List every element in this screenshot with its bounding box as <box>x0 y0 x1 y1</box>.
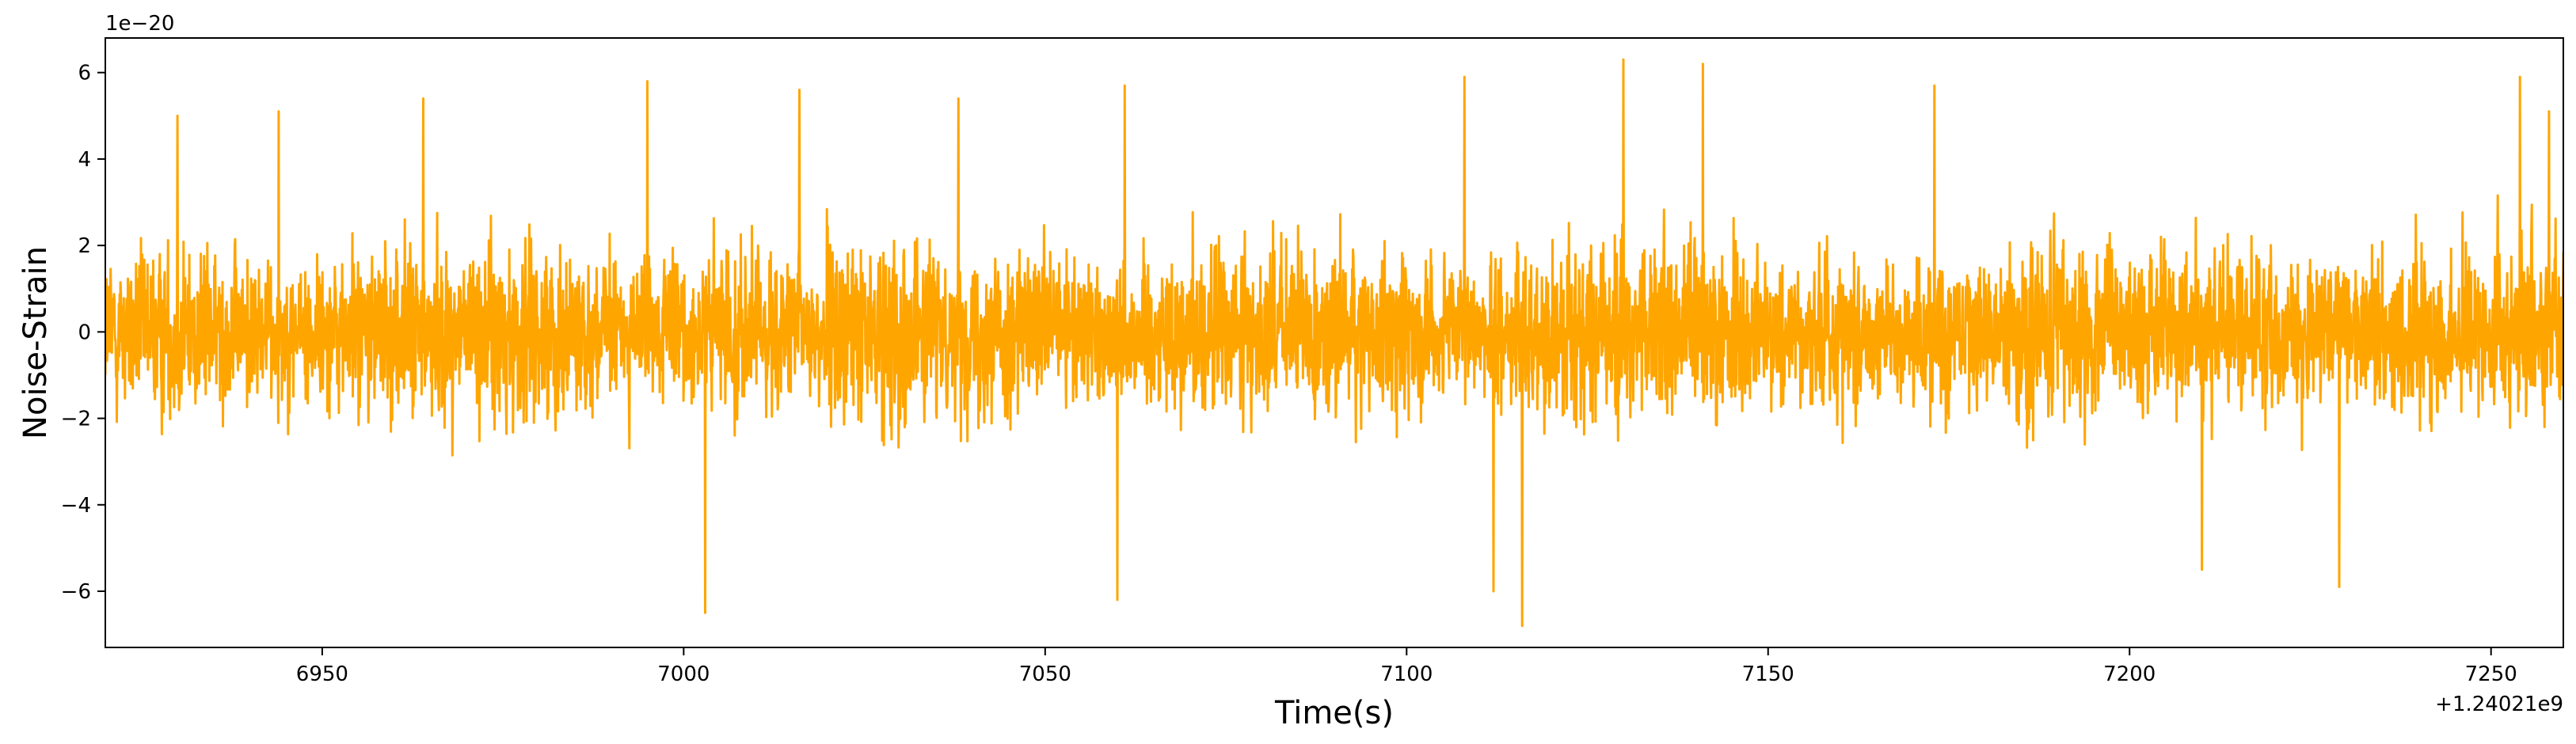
y-tick-label: −2 <box>61 408 91 431</box>
y-tick-label: −4 <box>61 494 91 518</box>
x-tick-label: 7200 <box>2103 662 2156 686</box>
plot-frame <box>105 37 2564 648</box>
y-axis-label: Noise-Strain <box>17 246 54 439</box>
series-layer <box>105 58 2563 628</box>
x-axis-label: Time(s) <box>1274 695 1394 731</box>
x-tick-label: 6950 <box>296 662 348 686</box>
x-offset-label: +1.24021e9 <box>2435 693 2563 716</box>
x-tick-label: 7150 <box>1742 662 1794 686</box>
x-tick-label: 7000 <box>657 662 710 686</box>
y-tick-label: 6 <box>78 62 91 85</box>
x-axis: 6950 7000 7050 7100 7150 7200 7250 <box>296 647 2517 686</box>
y-axis: −6 −4 −2 0 2 4 6 <box>61 62 105 604</box>
y-tick-label: −6 <box>61 580 91 604</box>
x-tick-label: 7050 <box>1019 662 1071 686</box>
y-tick-label: 0 <box>78 321 91 344</box>
noise-strain-series-line <box>105 58 2563 628</box>
x-tick-label: 7100 <box>1380 662 1433 686</box>
y-tick-label: 2 <box>78 234 91 258</box>
x-tick-label: 7250 <box>2465 662 2517 686</box>
y-tick-label: 4 <box>78 148 91 172</box>
y-scale-label: 1e−20 <box>105 12 174 36</box>
